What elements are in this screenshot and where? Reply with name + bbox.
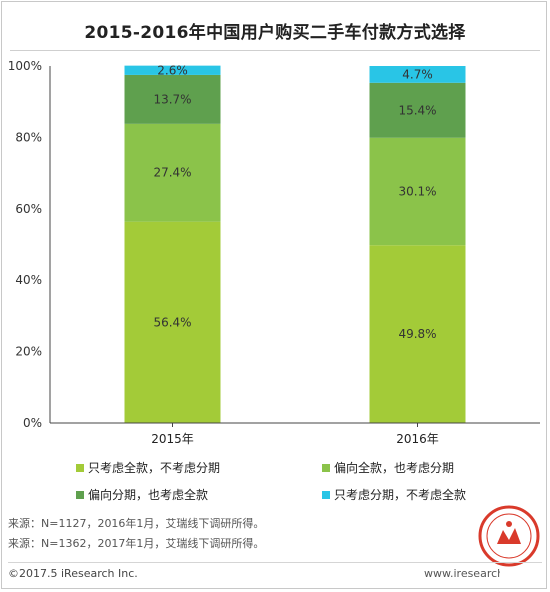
source-note-2016: 来源：N=1127，2016年1月，艾瑞线下调研所得。 [8, 517, 265, 530]
website-url: www.iresearch.com.cn [424, 567, 500, 580]
x-tick-label: 2016年 [396, 432, 439, 446]
y-tick-label: 0% [23, 416, 42, 430]
bar-segment [124, 123, 221, 222]
bar-segment [369, 82, 466, 138]
y-tick-label: 60% [15, 202, 42, 216]
legend-label: 只考虑分期，不考虑全款 [334, 488, 467, 502]
y-tick-label: 80% [15, 130, 42, 144]
title-divider [10, 50, 540, 51]
data-label: 49.8% [398, 327, 436, 341]
y-tick-label: 20% [15, 345, 42, 359]
footer-divider [8, 562, 542, 563]
bar-segment [124, 65, 221, 75]
data-label: 13.7% [153, 92, 191, 106]
data-label: 56.4% [153, 315, 191, 329]
legend-item-lean-installment: 偏向分期，也考虑全款 [76, 486, 208, 503]
legend-label: 偏向全款，也考虑分期 [334, 461, 455, 475]
legend-item-installment-only: 只考虑分期，不考虑全款 [322, 486, 466, 503]
legend-label: 只考虑全款，不考虑分期 [88, 461, 221, 475]
data-label: 30.1% [398, 184, 436, 198]
copyright-text: ©2017.5 iResearch Inc. [8, 567, 138, 580]
source-note-2017: 来源：N=1362，2017年1月，艾瑞线下调研所得。 [8, 537, 265, 550]
y-tick-label: 100% [8, 59, 42, 73]
bar-segment [124, 74, 221, 124]
bar-segment [369, 245, 466, 423]
legend-item-lean-full-payment: 偏向全款，也考虑分期 [322, 459, 454, 476]
legend-label: 偏向分期，也考虑全款 [88, 488, 209, 502]
bar-segment [369, 137, 466, 246]
legend-item-full-payment-only: 只考虑全款，不考虑分期 [76, 459, 220, 476]
x-axis: 2015年 2016年 [50, 422, 540, 446]
y-tick-label: 40% [15, 273, 42, 287]
data-label: 2.6% [157, 63, 188, 77]
seal-stamp [478, 505, 540, 567]
data-label: 27.4% [153, 166, 191, 180]
legend-swatch [76, 490, 84, 499]
legend-swatch [322, 490, 330, 499]
bar-segment [369, 66, 466, 83]
stacked-bar-chart: 0% 20% 40% 60% 80% 100% 56.4% 27.4% 13.7% 2.6% 49… [8, 59, 540, 446]
bar-series-group: 56.4% 27.4% 13.7% 2.6% 49.8% 30.1% 15.4% 4.7% [124, 63, 466, 423]
chart-title: 2015-2016年中国用户购买二手车付款方式选择 [84, 23, 466, 43]
data-label: 15.4% [398, 103, 436, 117]
legend-swatch [76, 463, 84, 472]
legend-swatch [322, 463, 330, 472]
bar-segment [124, 221, 221, 423]
x-tick-label: 2015年 [151, 432, 194, 446]
y-axis: 0% 20% 40% 60% 80% 100% [8, 59, 51, 430]
data-label: 4.7% [402, 67, 433, 81]
